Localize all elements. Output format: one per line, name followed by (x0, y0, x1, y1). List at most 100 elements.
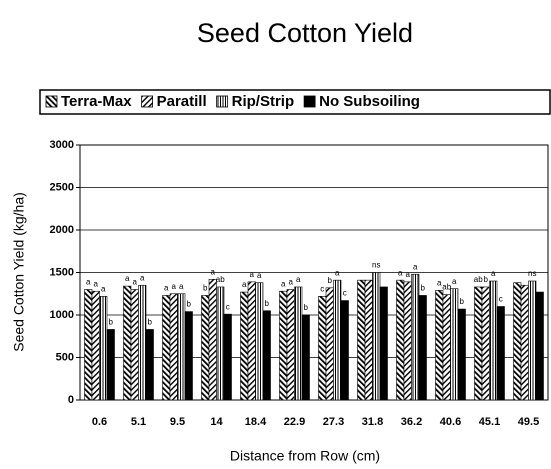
significance-letter: a (281, 279, 286, 288)
significance-letter: ab (216, 275, 225, 284)
significance-letter: b (265, 299, 270, 308)
bar (457, 308, 466, 401)
bar (411, 273, 420, 401)
bar (442, 294, 451, 401)
significance-letter: a (164, 284, 169, 293)
bar (474, 286, 483, 401)
bar (340, 300, 349, 401)
significance-letter: b (304, 303, 309, 312)
x-tick-label: 27.3 (323, 416, 344, 428)
significance-letter: a (452, 277, 457, 286)
significance-letter: a (491, 269, 496, 278)
x-tick-label: 31.8 (362, 416, 383, 428)
bar (255, 282, 264, 401)
significance-letter: ns (372, 261, 380, 270)
y-tick-label: 500 (56, 351, 74, 363)
x-tick-label: 14 (210, 416, 223, 428)
legend-swatch (303, 95, 316, 108)
legend-label: Terra-Max (61, 93, 132, 110)
bar (138, 284, 147, 401)
bar (177, 293, 186, 401)
significance-letter: b (148, 318, 153, 327)
legend-box (39, 89, 551, 115)
significance-letter: c (343, 289, 347, 298)
significance-letter: a (86, 278, 91, 287)
bar (528, 280, 537, 401)
bar (162, 295, 171, 401)
y-tick-label: 2500 (50, 181, 74, 193)
significance-letter: a (140, 273, 145, 282)
significance-letter: c (226, 302, 230, 311)
bar (99, 295, 108, 401)
bar (481, 286, 490, 401)
bar (262, 310, 271, 401)
significance-letter: b (109, 318, 114, 327)
x-tick-label: 22.9 (284, 416, 305, 428)
legend-label: Rip/Strip (232, 93, 295, 110)
y-tick-label: 1000 (50, 309, 74, 321)
bar (240, 291, 249, 401)
significance-letter: b (421, 284, 426, 293)
bar (279, 290, 288, 401)
bar (201, 295, 210, 401)
bar (318, 295, 327, 401)
bar (123, 285, 132, 401)
x-axis-label: Distance from Row (cm) (230, 448, 380, 464)
bar (496, 306, 505, 401)
significance-letter: a (296, 275, 301, 284)
y-tick-label: 1500 (50, 266, 74, 278)
x-tick-label: 36.2 (401, 416, 422, 428)
bar (145, 329, 154, 401)
y-axis-label: Seed Cotton Yield (kg/ha) (11, 192, 27, 352)
bar (364, 279, 373, 401)
y-tick-label: 3000 (50, 139, 74, 151)
significance-letter: b (460, 297, 465, 306)
significance-letter: b (203, 284, 208, 293)
significance-letter: a (242, 280, 247, 289)
significance-letter: a (437, 278, 442, 287)
significance-letter: ns (528, 269, 536, 278)
significance-letter: a (94, 279, 99, 288)
bar (91, 290, 100, 401)
significance-letter: ab (442, 283, 451, 292)
bar (301, 314, 310, 401)
x-tick-label: 18.4 (245, 416, 267, 428)
bar (286, 289, 295, 401)
bar (169, 293, 178, 401)
significance-letter: b (328, 276, 333, 285)
significance-letter: b (187, 300, 192, 309)
significance-letter: a (398, 268, 403, 277)
significance-letter: a (133, 278, 138, 287)
bar (450, 288, 459, 401)
significance-letter: a (289, 278, 294, 287)
bar (418, 295, 427, 401)
significance-letter: a (179, 282, 184, 291)
chart-title: Seed Cotton Yield (197, 18, 413, 48)
bar (403, 281, 412, 401)
significance-letter: a (250, 270, 255, 279)
bar (184, 311, 193, 401)
bar (379, 286, 388, 401)
legend-swatch (216, 95, 229, 108)
x-tick-label: 49.5 (518, 416, 539, 428)
significance-letter: c (320, 284, 324, 293)
significance-letter: a (413, 262, 418, 271)
significance-letter: a (335, 268, 340, 277)
legend-swatch (141, 95, 153, 108)
bar (325, 287, 334, 401)
bar (520, 284, 529, 401)
bar (223, 313, 232, 401)
significance-letter: ab (474, 275, 483, 284)
x-tick-label: 9.5 (170, 416, 185, 428)
significance-letter: c (499, 295, 503, 304)
legend-swatch (45, 95, 58, 108)
bar (489, 280, 498, 401)
significance-letter: a (172, 282, 177, 291)
bar (130, 289, 139, 401)
significance-letter: b (484, 275, 489, 284)
bar (333, 279, 342, 401)
bar (372, 272, 381, 401)
legend-label: Paratill (157, 93, 207, 110)
bar (357, 279, 366, 401)
significance-letter: a (101, 284, 106, 293)
